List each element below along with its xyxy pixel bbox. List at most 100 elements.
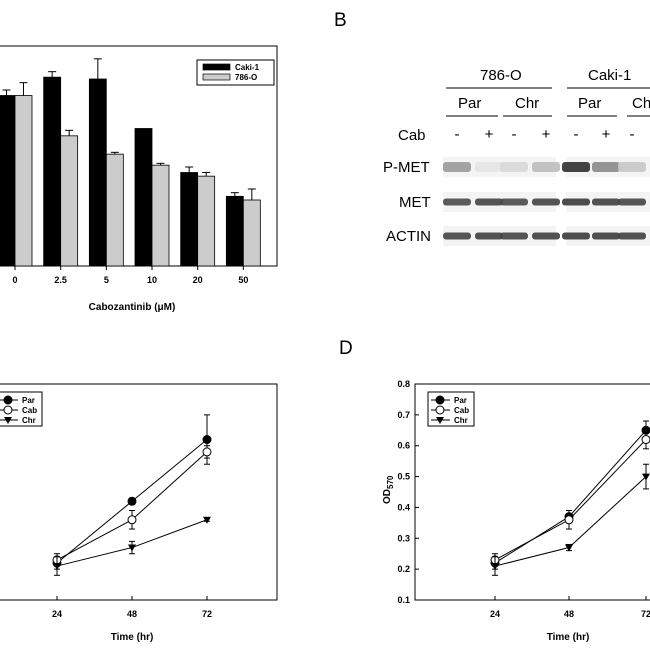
point-par-2 — [202, 435, 212, 445]
band-actin-3 — [532, 232, 560, 240]
x-tick-label: 24 — [52, 609, 62, 619]
y-tick-label: 0.6 — [397, 441, 410, 451]
bar-786-o-3 — [151, 164, 170, 267]
band-actin-5 — [592, 232, 620, 240]
legend-label-1: Cab — [22, 406, 37, 415]
bar-caki-1-3 — [134, 128, 153, 267]
point-cab-1 — [127, 515, 137, 525]
treatment-mark-5: + — [602, 126, 611, 143]
point-cab-2 — [202, 447, 212, 457]
band-p-met-0 — [443, 162, 471, 172]
y-tick-label: 0.1 — [397, 595, 410, 605]
condition-label-chr-786o: Chr — [515, 95, 539, 112]
y-tick-label: 0.2 — [397, 564, 410, 574]
legend-marker-0 — [435, 395, 445, 405]
treatment-mark-0: - — [455, 126, 460, 143]
bar-786-o-0 — [14, 95, 33, 267]
y-tick-label: 0.8 — [397, 379, 410, 389]
panel-label-d: D — [339, 338, 353, 359]
legend-marker-2 — [4, 417, 12, 424]
x-tick-label: 0 — [12, 275, 17, 285]
band-actin-4 — [562, 232, 590, 240]
treatment-mark-3: + — [542, 126, 551, 143]
x-axis-label: Time (hr) — [111, 632, 154, 643]
bar-caki-1-4 — [180, 172, 199, 267]
x-tick-label: 24 — [490, 609, 500, 619]
point-chr-2 — [642, 473, 650, 481]
band-label-met: MET — [399, 194, 431, 211]
bar-caki-1-0 — [0, 95, 16, 267]
band-actin-0 — [443, 232, 471, 240]
band-met-0 — [443, 198, 471, 206]
legend-label-2: Chr — [22, 416, 36, 425]
x-tick-label: 20 — [193, 275, 203, 285]
band-met-6 — [618, 198, 646, 206]
condition-label-par-caki1: Par — [578, 95, 601, 112]
point-chr-2 — [203, 516, 211, 524]
bar-caki-1-2 — [88, 78, 107, 267]
point-chr-1 — [565, 544, 573, 552]
panel-label-b: B — [334, 10, 347, 31]
chart-d-od570-growth-curve: 0.1 0.2 0.3 0.4 0.5 0.6 0.7 0.8 OD570 24 48 72 Time … — [382, 379, 650, 643]
western-blot-panel: 786-O Caki-1 Par Chr Par Ch Cab - + - + - + - … — [383, 67, 650, 246]
x-tick-label: 48 — [564, 609, 574, 619]
plot-frame — [414, 383, 650, 601]
band-label-p-met: P-MET — [383, 159, 430, 176]
y-tick-label: 0.5 — [397, 472, 410, 482]
x-tick-label: 10 — [147, 275, 157, 285]
x-tick-label: 48 — [127, 609, 137, 619]
x-tick-label: 72 — [641, 609, 650, 619]
point-chr-0 — [53, 563, 61, 571]
legend-label-0: Par — [22, 396, 35, 405]
band-p-met-3 — [532, 162, 560, 172]
band-met-3 — [532, 198, 560, 206]
band-met-2 — [500, 198, 528, 206]
bar-786-o-2 — [105, 153, 124, 267]
point-chr-0 — [491, 563, 499, 571]
legend-marker-2 — [436, 417, 444, 424]
treatment-mark-2: - — [512, 126, 517, 143]
y-tick-label: 0.7 — [397, 410, 410, 420]
band-actin-2 — [500, 232, 528, 240]
x-tick-label: 72 — [202, 609, 212, 619]
x-tick-label: 50 — [238, 275, 248, 285]
band-met-1 — [475, 198, 503, 206]
condition-label-chr-caki1: Ch — [632, 95, 650, 112]
cell-line-label-caki1: Caki-1 — [588, 67, 631, 84]
band-met-4 — [562, 198, 590, 206]
legend-label-0: Par — [454, 396, 467, 405]
point-cab-1 — [564, 515, 574, 525]
band-p-met-2 — [500, 162, 528, 172]
legend-label-0: Caki-1 — [235, 63, 260, 72]
bar-786-o-1 — [60, 135, 79, 267]
band-p-met-4 — [562, 162, 590, 172]
bar-caki-1-5 — [225, 195, 244, 267]
legend-marker-0 — [3, 395, 13, 405]
legend-label-1: 786-O — [235, 73, 257, 82]
y-tick-label: 0.3 — [397, 533, 410, 543]
band-p-met-5 — [592, 162, 620, 172]
cell-line-label-786o: 786-O — [480, 67, 522, 84]
legend-label-1: Cab — [454, 406, 469, 415]
bar-786-o-5 — [242, 199, 261, 267]
point-par-1 — [127, 496, 137, 506]
x-tick-label: 5 — [104, 275, 109, 285]
legend-swatch-0 — [202, 63, 231, 71]
condition-label-par-786o: Par — [458, 95, 481, 112]
treatment-label: Cab — [398, 127, 426, 144]
band-p-met-1 — [475, 162, 503, 172]
plot-frame — [0, 383, 278, 601]
treatment-mark-6: - — [630, 126, 635, 143]
legend-marker-1 — [3, 405, 13, 415]
series-line-cab — [494, 439, 647, 561]
treatment-mark-1: + — [485, 126, 494, 143]
y-tick-label: 0.4 — [397, 502, 410, 512]
x-tick-label: 2.5 — [54, 275, 67, 285]
band-met-5 — [592, 198, 620, 206]
point-cab-2 — [641, 435, 650, 445]
legend-label-2: Chr — [454, 416, 468, 425]
bar-caki-1-1 — [43, 76, 62, 267]
band-actin-1 — [475, 232, 503, 240]
